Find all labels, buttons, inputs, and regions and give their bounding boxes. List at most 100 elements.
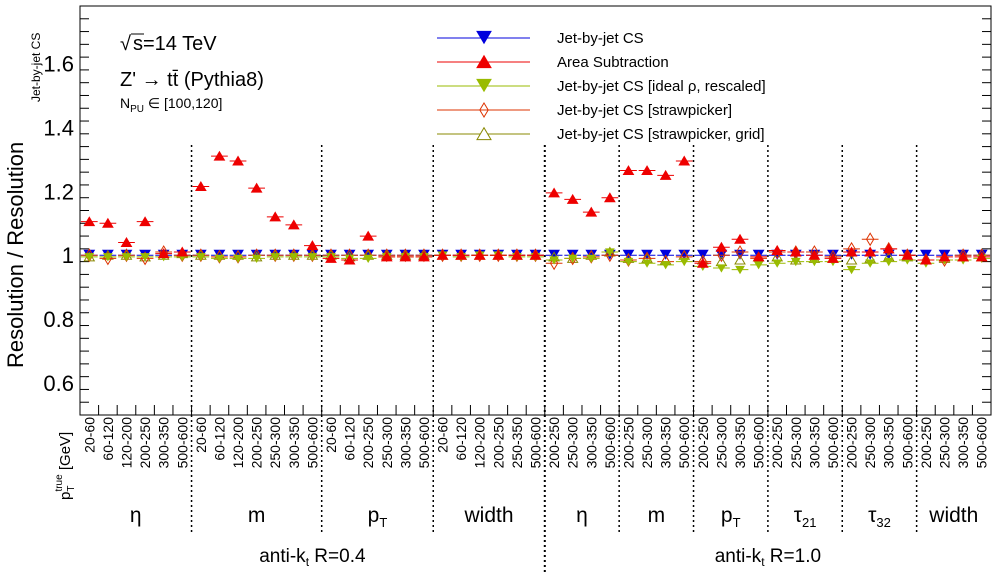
x-axis-label-unit: [GeV] (57, 432, 74, 475)
x-bin-label: 500-600 (751, 417, 767, 469)
data-points (80, 150, 991, 275)
strawpicker-marker (605, 248, 615, 263)
group-label: m (648, 504, 666, 527)
x-bin-label: 300-350 (881, 417, 897, 469)
legend-entry-label: Jet-by-jet CS [strawpicker] (557, 102, 732, 119)
x-bin-label: 250-300 (565, 417, 581, 469)
x-bin-label: 500-600 (676, 417, 692, 469)
x-axis-title: pTtrue [GeV] (54, 432, 77, 500)
x-bin-label: 200-250 (918, 417, 934, 469)
area-subtraction-marker (83, 216, 96, 227)
area-subtraction-marker (455, 249, 468, 260)
area-subtraction-marker (529, 249, 542, 260)
ideal-rho-marker (623, 257, 634, 267)
x-bin-label: 20-60 (81, 417, 97, 453)
x-bin-label: 60-120 (342, 417, 358, 461)
sqrt-symbol: √ (120, 33, 131, 55)
x-bin-label: 250-350 (509, 417, 525, 469)
group-label-main: width (928, 504, 978, 527)
npu-sub: PU (130, 104, 144, 115)
area-subtraction-marker (473, 249, 486, 260)
x-bin-label: 300-350 (806, 417, 822, 469)
area-subtraction-marker (157, 248, 170, 259)
ideal-rho-marker (604, 248, 615, 257)
area-subtraction-marker (641, 165, 653, 176)
area-subtraction-marker (306, 240, 319, 251)
bin-labels: 20-60 60-120 120-200 200-250 300-350 500-600 2… (81, 417, 989, 469)
x-bin-label: 300-350 (732, 417, 748, 469)
area-subtraction-marker (102, 217, 114, 228)
area-subtraction-marker (882, 243, 895, 254)
x-bin-label: 300-350 (658, 417, 674, 469)
area-subtraction-marker (603, 192, 616, 203)
x-bin-label: 200-250 (490, 417, 506, 469)
area-subtraction-marker (771, 244, 784, 255)
strawpicker-marker (735, 245, 745, 260)
x-bin-label: 250-300 (379, 417, 395, 469)
y-axis: 0.6 0.8 1 1.2 1.4 1.6 (43, 18, 991, 416)
x-bin-label: 20-60 (435, 417, 451, 453)
area-subtraction-marker (975, 251, 988, 262)
group-label: τ32 (868, 504, 891, 530)
x-bin-label: 200-250 (360, 417, 376, 469)
ideal-rho-marker (846, 265, 857, 275)
area-subtraction-marker (920, 254, 932, 265)
ideal-rho-marker (195, 253, 206, 262)
area-subtraction-marker (864, 246, 877, 257)
group-label-main: width (464, 504, 514, 527)
group-label: η (130, 504, 142, 527)
ideal-rho-marker (660, 261, 671, 270)
area-subtraction-marker (734, 233, 746, 244)
area-subtraction-marker (659, 169, 672, 180)
area-subtraction-marker (362, 230, 375, 241)
strawpicker-marker (884, 241, 893, 256)
plot-frame-layer (79, 5, 992, 416)
legend-marker (476, 78, 492, 93)
x-bin-label: 250-300 (267, 417, 283, 469)
sqrt-s-label: s=14 TeV (133, 33, 217, 55)
legend-marker (479, 102, 489, 118)
ideal-rho-marker (735, 265, 745, 275)
x-bin-label: 120-200 (118, 417, 134, 469)
area-subtraction-marker (418, 251, 430, 262)
group-label-main: η (130, 504, 142, 527)
ideal-rho-marker (716, 264, 727, 273)
x-bin-label: 20-60 (323, 417, 339, 453)
ideal-rho-marker (140, 253, 150, 262)
ideal-rho-marker (772, 259, 783, 268)
area-subtraction-marker (715, 241, 728, 252)
ideal-rho-marker (270, 253, 281, 262)
area-subtraction-marker (325, 252, 337, 263)
x-bin-label: 200-250 (769, 417, 785, 469)
ideal-rho-marker (642, 259, 652, 268)
ideal-rho-marker (790, 257, 801, 267)
area-subtraction-marker (232, 155, 244, 166)
area-subtraction-marker (250, 182, 263, 193)
group-label: width (928, 504, 978, 527)
group-label: pT (368, 504, 388, 530)
x-bin-label: 250-300 (639, 417, 655, 469)
strawpicker-grid-marker (734, 254, 746, 265)
area-subtraction-marker (194, 181, 207, 192)
legend: Jet-by-jet CS Area Subtraction Jet-by-jet … (437, 30, 766, 143)
jet-label-prefix: anti-k (715, 546, 762, 567)
area-subtraction-marker (678, 155, 691, 166)
group-label: m (248, 504, 266, 527)
annotation-block: √ s=14 TeV Z' → tt̄ (Pythia8) NPU ∈ [100… (120, 33, 264, 115)
jet-label-suffix: R=1.0 (765, 546, 822, 567)
group-labels: η m pT width η m pT τ21 τ32 width (130, 504, 978, 530)
group-label: width (464, 504, 514, 527)
area-subtraction-marker (511, 249, 523, 260)
area-subtraction-marker (808, 249, 821, 260)
area-subtraction-marker (789, 246, 802, 257)
ideal-rho-marker (549, 256, 559, 265)
x-bin-label: 300-350 (156, 417, 172, 469)
x-bin-label: 500-600 (602, 417, 618, 469)
x-bin-label: 120-200 (230, 417, 246, 469)
group-label-main: p (721, 504, 733, 527)
group-label-main: p (368, 504, 380, 527)
area-subtraction-marker (269, 211, 282, 222)
area-subtraction-marker (957, 251, 969, 262)
x-bin-label: 500-600 (899, 417, 915, 469)
